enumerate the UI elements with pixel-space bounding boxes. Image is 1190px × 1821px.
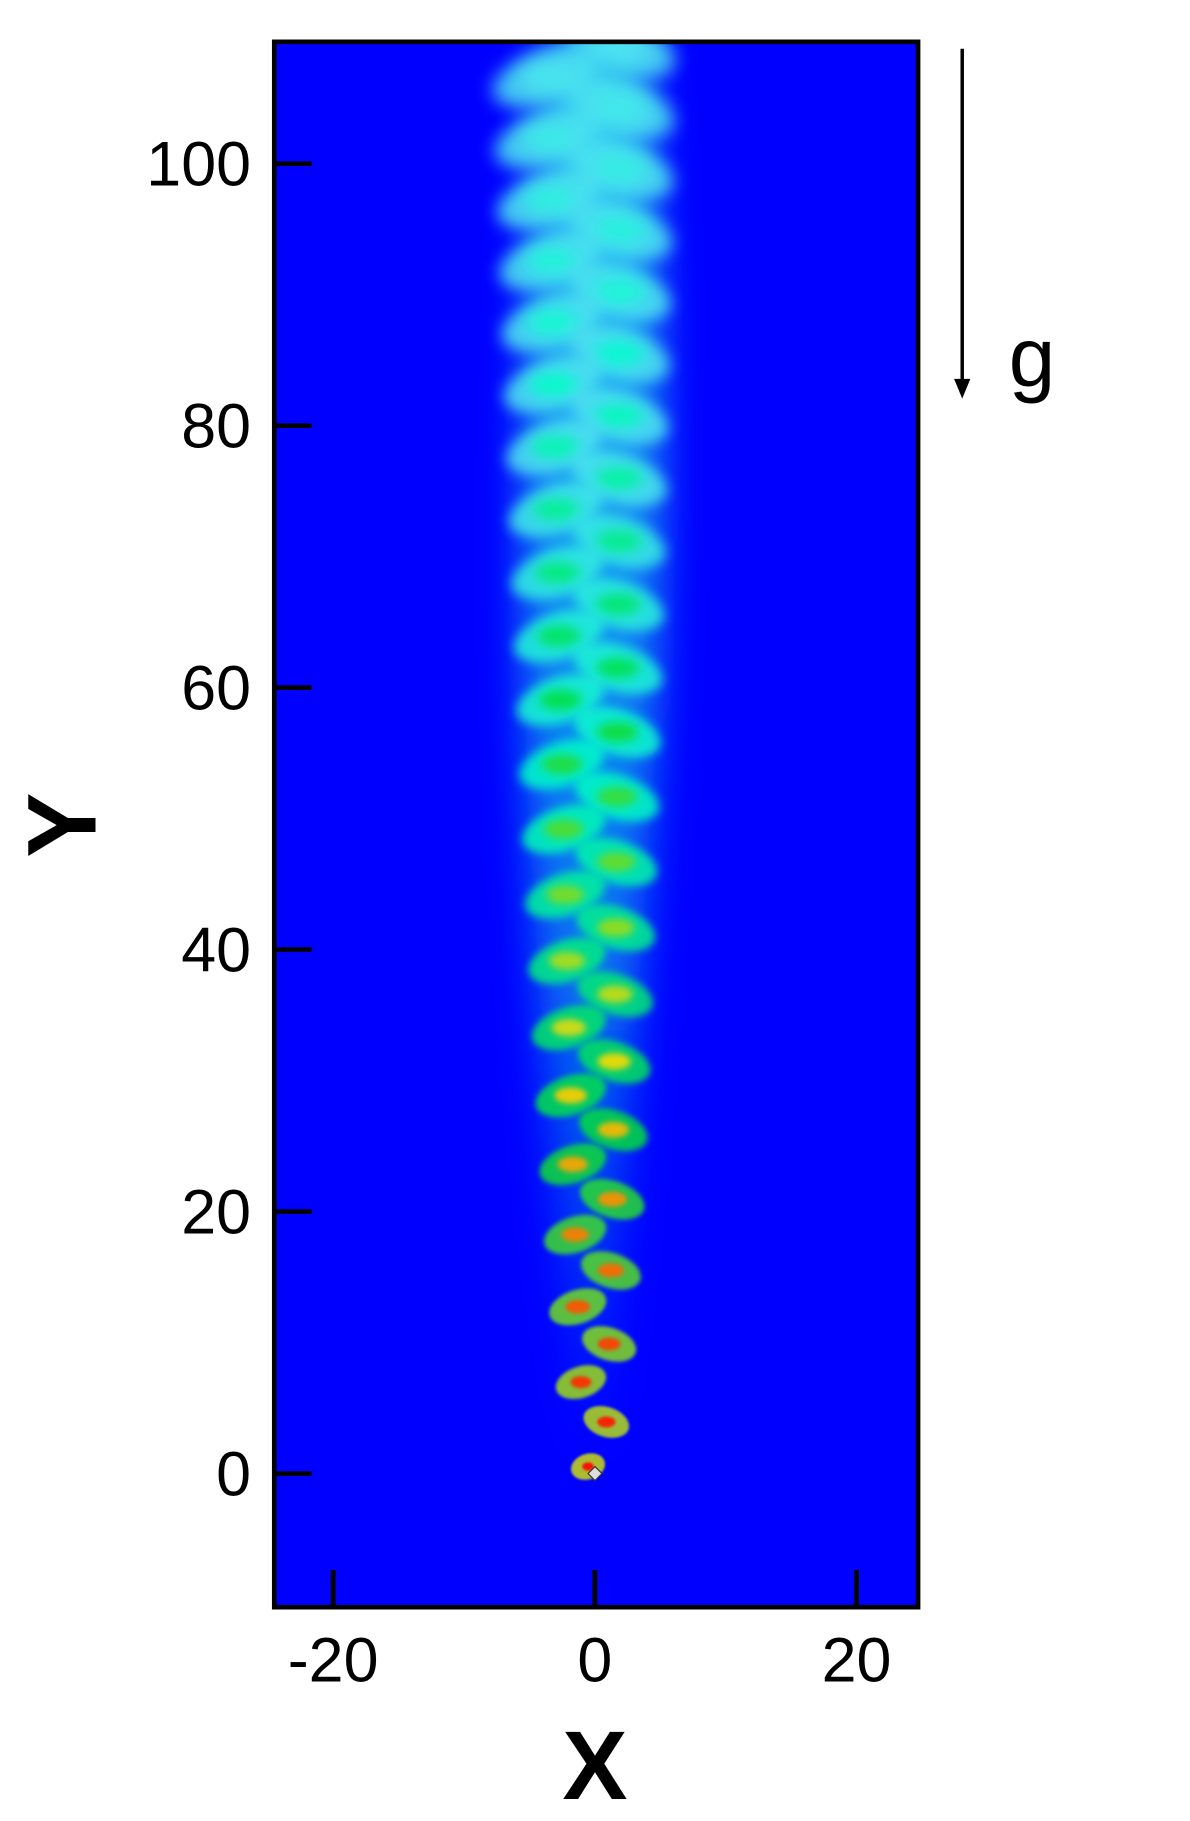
vortex-core [528,373,578,396]
vortex-core [557,1156,588,1173]
y-tick-label: 100 [146,130,251,200]
vortex-core [595,593,641,615]
vortex-core [594,217,646,242]
vortex-core [596,722,639,743]
vortex-core [597,918,635,937]
vortex-core [519,64,575,90]
vortex-core [541,754,583,775]
vortex-core [532,498,580,521]
vortex-core [595,404,644,427]
x-axis-label: X [562,1711,627,1820]
vortex-core [597,1053,632,1070]
vortex-core [561,1227,589,1242]
vortex-core [554,1087,587,1104]
vortex-core [595,530,642,552]
y-tick-label: 0 [216,1440,251,1510]
y-tick-label: 20 [181,1178,251,1248]
vortex-core [523,187,576,212]
vortex-core [539,689,582,711]
vortex-core [597,1337,621,1351]
vortex-core [570,1376,592,1389]
gravity-label: g [1009,310,1056,404]
x-tick-label: 0 [577,1626,612,1696]
plume [492,41,676,1482]
vortex-core [593,41,649,60]
source-marker [587,1465,603,1482]
vortex-core [546,885,585,904]
vortex-core [593,95,648,120]
vortex-core [597,1263,625,1278]
vortex-core [521,125,575,151]
vortex-core [551,1019,587,1037]
x-tick-label: 20 [822,1626,892,1696]
vortex-core [596,657,640,679]
vortex-core [594,341,645,365]
vortex-core [597,1191,627,1207]
vortex-core [534,561,581,584]
vortex-core [597,1416,616,1428]
vortex-core [526,310,578,335]
vortex-core [593,156,647,181]
vortex-core [530,435,579,459]
y-tick-label: 80 [181,392,251,462]
vortex-core [543,819,584,839]
vortex-core [596,786,638,807]
y-axis-label: Y [7,793,116,858]
vortex-core [525,248,577,273]
vortex-core [595,467,643,490]
gravity-arrowhead [954,378,971,399]
vortex-core [548,951,586,970]
vortex-core [582,1462,594,1471]
vortex-core [597,1121,630,1138]
vortex-core [597,985,633,1003]
x-tick-label: -20 [288,1626,379,1696]
vortex-core [536,625,581,647]
y-tick-label: 60 [181,654,251,724]
vortex-core [594,279,646,304]
vortex-core [596,852,636,872]
vortex-core [565,1300,591,1314]
y-tick-label: 40 [181,916,251,986]
